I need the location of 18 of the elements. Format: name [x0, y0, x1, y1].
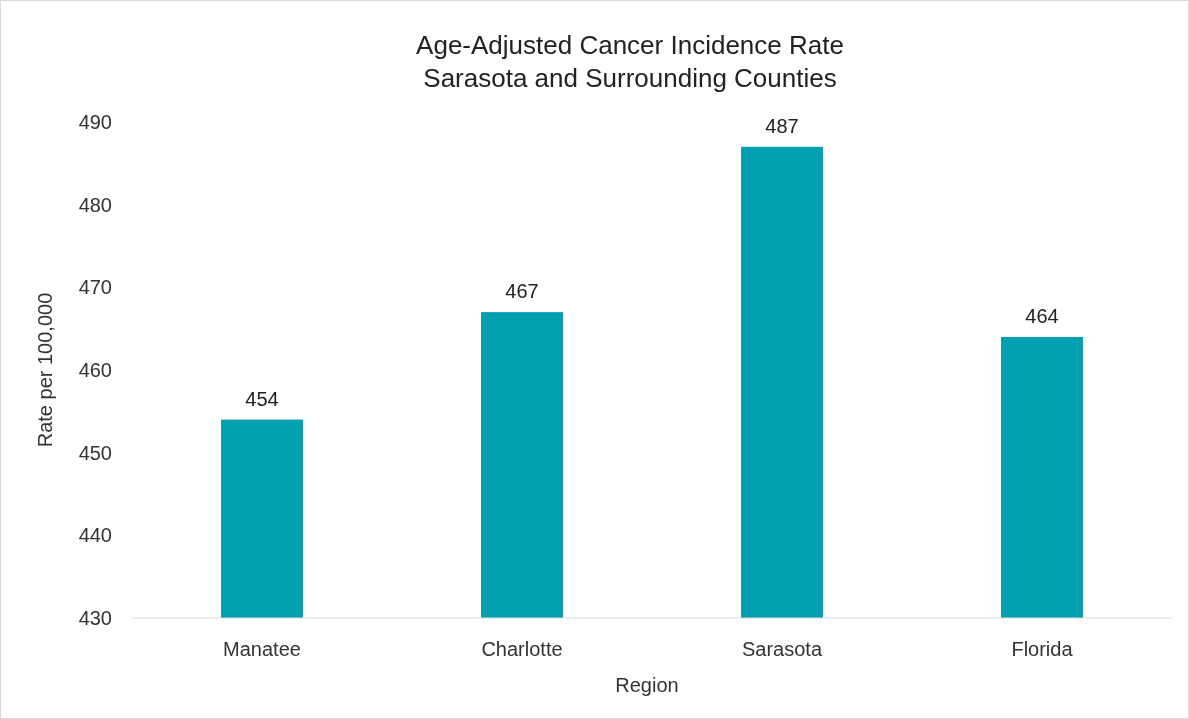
y-tick-label: 440 [78, 524, 112, 547]
x-tick-label: Charlotte [481, 638, 563, 660]
chart-title: Age-Adjusted Cancer Incidence Rate Sarasota and Surrounding Counties [416, 30, 844, 93]
x-tick-label: Florida [1011, 638, 1074, 660]
y-tick-label: 430 [78, 607, 112, 629]
data-label: 487 [765, 114, 799, 137]
y-tick-label: 490 [78, 111, 112, 133]
y-tick-label: 480 [78, 193, 112, 216]
y-tick-label: 460 [78, 359, 112, 381]
data-label: 464 [1025, 304, 1059, 327]
y-tick-label: 450 [78, 441, 112, 464]
data-label: 454 [245, 387, 279, 410]
x-tick-label: Manatee [223, 638, 301, 660]
y-tick-label: 470 [78, 276, 112, 299]
x-tick-label: Sarasota [741, 638, 823, 660]
y-axis-title: Rate per 100,000 [34, 292, 56, 448]
x-axis-title: Region [615, 674, 679, 696]
data-label: 467 [505, 280, 539, 303]
